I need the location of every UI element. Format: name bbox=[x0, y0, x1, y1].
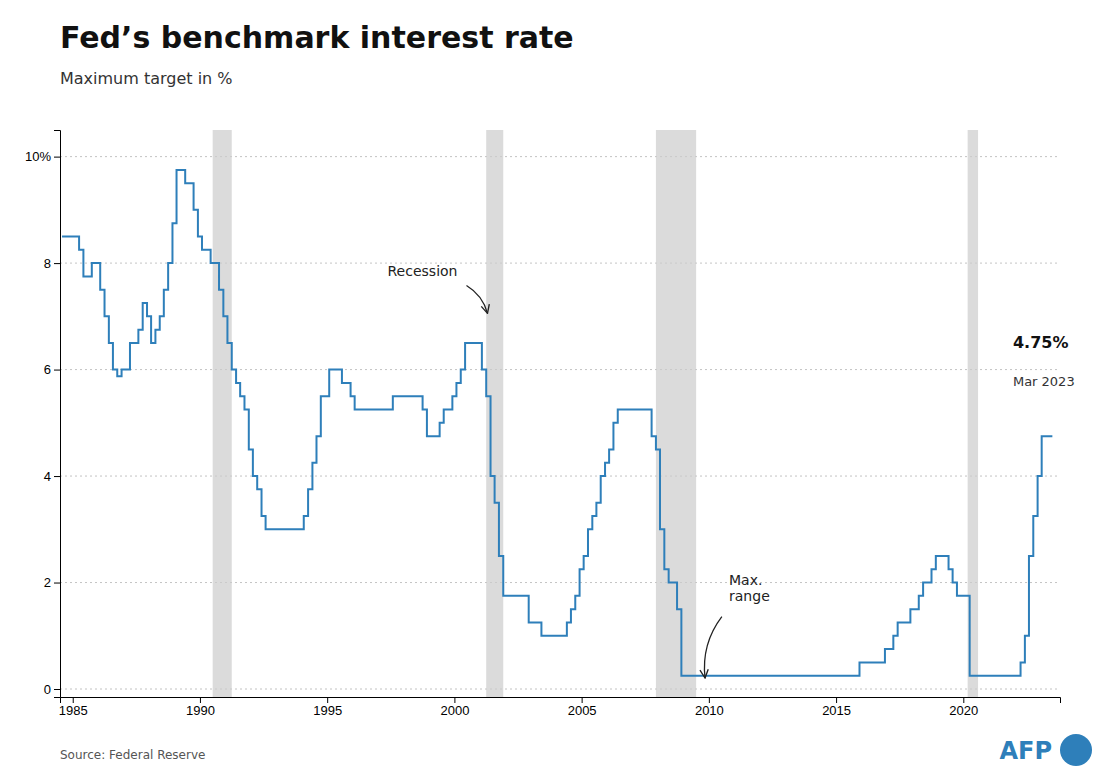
annotation-text: Recession bbox=[388, 263, 458, 279]
x-tick-label: 1990 bbox=[186, 703, 215, 718]
y-tick-label: 10% bbox=[25, 149, 51, 164]
annotations: Recession Max.range bbox=[388, 263, 770, 678]
x-tick: 1990 bbox=[186, 697, 215, 718]
x-tick-label: 2015 bbox=[822, 703, 851, 718]
y-tick-mark bbox=[54, 689, 60, 690]
y-tick-mark bbox=[54, 583, 60, 584]
source: Source: Federal Reserve bbox=[60, 748, 205, 762]
x-tick: 1995 bbox=[313, 697, 342, 718]
credit-dot bbox=[1060, 734, 1092, 766]
annotation-arrow bbox=[704, 617, 721, 678]
x-tick-label: 2020 bbox=[949, 703, 978, 718]
title: Fed’s benchmark interest rate bbox=[60, 20, 574, 55]
y-tick: 2 bbox=[44, 575, 60, 590]
x-tick: 1985 bbox=[59, 697, 88, 718]
annotation-line: Recession bbox=[388, 263, 458, 279]
annotation-text: Max.range bbox=[729, 572, 770, 604]
x-tick: 2010 bbox=[695, 697, 724, 718]
x-tick-label: 2010 bbox=[695, 703, 724, 718]
x-tick: 2005 bbox=[568, 697, 597, 718]
y-tick: 0 bbox=[44, 682, 60, 697]
x-tick-mark bbox=[73, 697, 74, 703]
y-tick-mark bbox=[54, 263, 60, 264]
y-tick: 4 bbox=[44, 469, 60, 484]
y-tick-label: 2 bbox=[44, 575, 51, 590]
grid-line bbox=[60, 156, 1060, 157]
y-axis: 0 2 4 6 8 10% bbox=[25, 131, 61, 698]
y-tick-label: 0 bbox=[44, 682, 51, 697]
annotation-line: range bbox=[729, 588, 770, 604]
credit: AFP bbox=[999, 737, 1052, 765]
grid-line bbox=[60, 369, 1060, 370]
x-tick-mark bbox=[454, 697, 455, 703]
recession-band bbox=[656, 130, 696, 697]
grid bbox=[60, 157, 1060, 689]
y-tick-label: 8 bbox=[44, 256, 51, 271]
plot-area: 1985 1990 1995 2000 2005 2010 2015 2020 0 2 4 6 8 10%… bbox=[25, 130, 1075, 718]
x-tick: 2015 bbox=[822, 697, 851, 718]
x-axis-line bbox=[61, 698, 1061, 704]
x-axis: 1985 1990 1995 2000 2005 2010 2015 2020 bbox=[59, 697, 1061, 718]
grid-line bbox=[60, 689, 1060, 690]
y-tick-label: 6 bbox=[44, 362, 51, 377]
x-tick-label: 1995 bbox=[313, 703, 342, 718]
chart-svg: Fed’s benchmark interest rate Maximum tar… bbox=[0, 0, 1120, 777]
recession-band bbox=[486, 130, 503, 697]
rate-line bbox=[62, 170, 1052, 676]
x-tick-mark bbox=[327, 697, 328, 703]
y-tick: 10% bbox=[25, 149, 60, 164]
x-tick-label: 2005 bbox=[568, 703, 597, 718]
x-tick-label: 1985 bbox=[59, 703, 88, 718]
end-label: 4.75% bbox=[1013, 333, 1069, 352]
y-tick: 8 bbox=[44, 256, 60, 271]
x-tick-mark bbox=[709, 697, 710, 703]
marks bbox=[62, 130, 1052, 697]
x-tick-mark bbox=[963, 697, 964, 703]
y-tick-mark bbox=[54, 157, 60, 158]
chart-container: Fed’s benchmark interest rate Maximum tar… bbox=[0, 0, 1120, 777]
grid-line bbox=[60, 582, 1060, 583]
x-tick-label: 2000 bbox=[440, 703, 469, 718]
y-tick-mark bbox=[54, 476, 60, 477]
y-tick: 6 bbox=[44, 362, 60, 377]
x-tick: 2000 bbox=[440, 697, 469, 718]
y-tick-mark bbox=[54, 370, 60, 371]
end-label: Mar 2023 bbox=[1013, 374, 1075, 389]
x-tick-mark bbox=[200, 697, 201, 703]
y-axis-line bbox=[54, 131, 61, 698]
annotation-line: Max. bbox=[729, 572, 762, 588]
x-tick: 2020 bbox=[949, 697, 978, 718]
x-tick-mark bbox=[836, 697, 837, 703]
x-tick-mark bbox=[582, 697, 583, 703]
recession-band bbox=[213, 130, 232, 697]
grid-line bbox=[60, 476, 1060, 477]
annotation-arrow bbox=[466, 286, 487, 314]
subtitle: Maximum target in % bbox=[60, 69, 233, 88]
y-tick-label: 4 bbox=[44, 469, 51, 484]
